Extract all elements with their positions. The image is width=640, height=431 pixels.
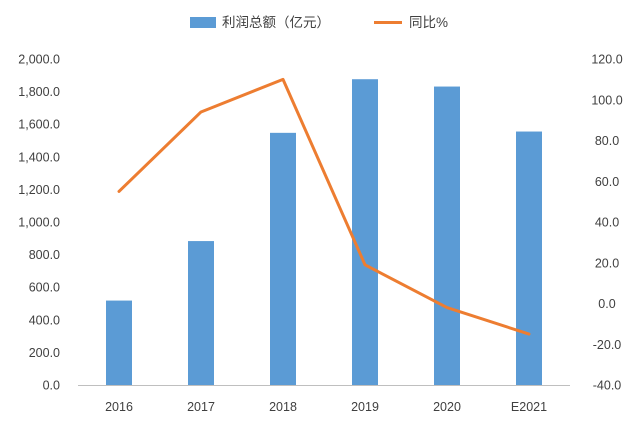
x-tick-label: 2018 xyxy=(269,400,297,414)
x-tick-label: 2016 xyxy=(105,400,133,414)
legend-swatch-bar xyxy=(190,17,216,28)
y-left-tick-label: 400.0 xyxy=(29,313,60,327)
bar xyxy=(434,86,460,385)
x-axis: 2016 2017 2018 2019 2020 E2021 xyxy=(105,400,547,414)
bar xyxy=(516,131,542,385)
y-left-tick-label: 1,000.0 xyxy=(18,216,60,230)
y-left-tick-label: 200.0 xyxy=(29,346,60,360)
y-left-tick-label: 1,800.0 xyxy=(18,85,60,99)
y-right-tick-label: -40.0 xyxy=(593,379,622,393)
bar xyxy=(188,241,214,385)
legend: 利润总额（亿元） 同比% xyxy=(190,15,448,30)
bar-series xyxy=(106,79,542,385)
bar xyxy=(106,300,132,385)
y-right-tick-label: 0.0 xyxy=(598,297,615,311)
legend-label-bar: 利润总额（亿元） xyxy=(222,15,330,30)
y-right-tick-label: 120.0 xyxy=(591,53,622,67)
x-tick-label: 2019 xyxy=(351,400,379,414)
y-right-tick-label: 100.0 xyxy=(591,93,622,107)
y-left-tick-label: 0.0 xyxy=(43,379,60,393)
y-left-tick-label: 1,600.0 xyxy=(18,118,60,132)
y-right-tick-label: 40.0 xyxy=(595,216,619,230)
bar xyxy=(352,79,378,385)
x-tick-label: E2021 xyxy=(511,400,547,414)
line-series xyxy=(117,77,531,336)
y-left-tick-label: 800.0 xyxy=(29,248,60,262)
x-tick-label: 2020 xyxy=(433,400,461,414)
y-right-tick-label: 80.0 xyxy=(595,134,619,148)
y-right-tick-label: 60.0 xyxy=(595,175,619,189)
x-tick-label: 2017 xyxy=(187,400,215,414)
y-left-tick-label: 1,200.0 xyxy=(18,183,60,197)
y-left-tick-label: 600.0 xyxy=(29,281,60,295)
y-right-tick-label: -20.0 xyxy=(593,338,622,352)
y-axis-left: 0.0 200.0 400.0 600.0 800.0 1,000.0 1,200.0 1,4… xyxy=(18,53,60,393)
growth-line xyxy=(117,77,531,336)
y-axis-right: -40.0 -20.0 0.0 20.0 40.0 60.0 80.0 100.0 120.0 xyxy=(591,53,622,393)
bar xyxy=(270,132,296,385)
y-right-tick-label: 20.0 xyxy=(595,256,619,270)
y-left-tick-label: 2,000.0 xyxy=(18,53,60,67)
y-left-tick-label: 1,400.0 xyxy=(18,150,60,164)
legend-label-line: 同比% xyxy=(409,15,448,30)
